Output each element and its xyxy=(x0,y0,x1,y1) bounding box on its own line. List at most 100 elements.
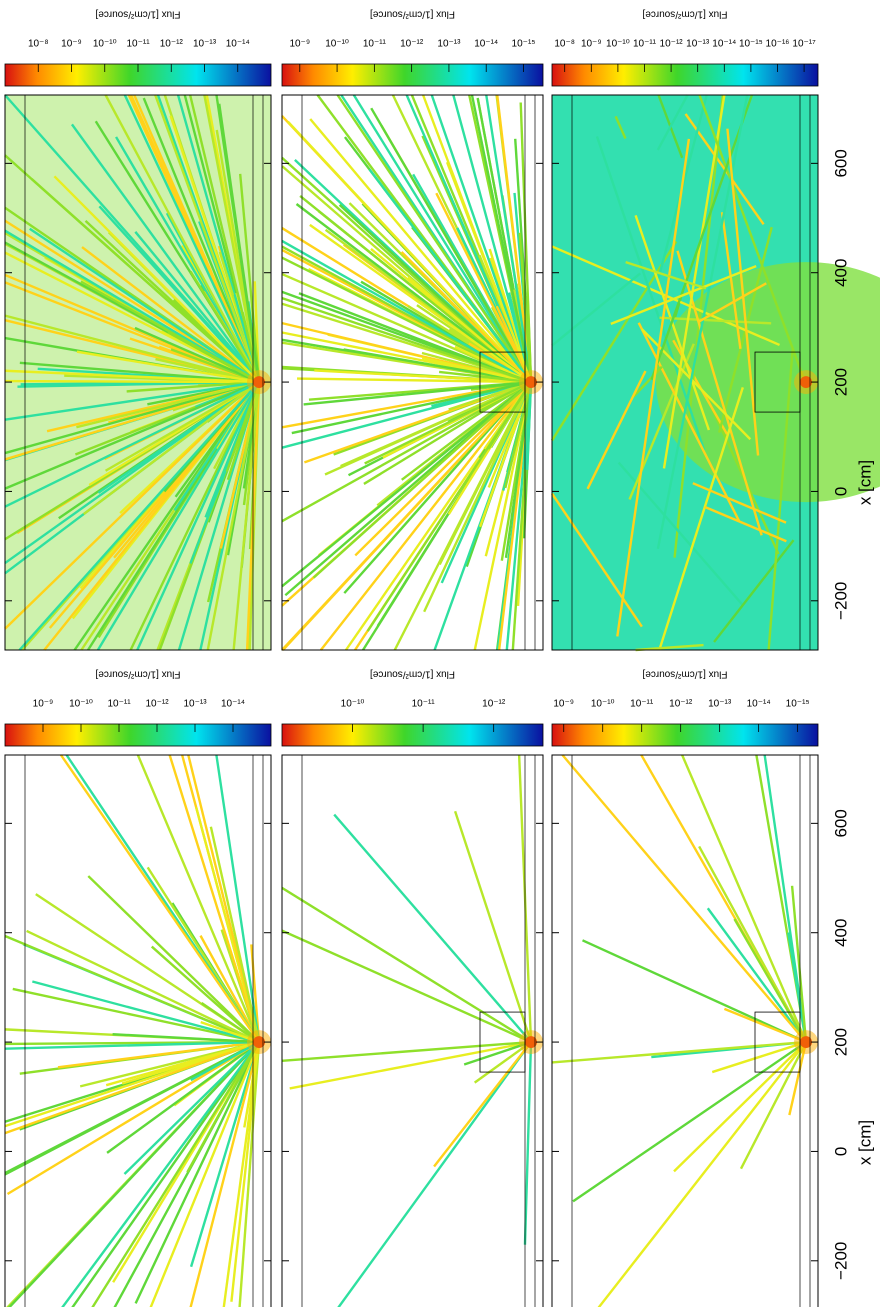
flux-track xyxy=(76,350,260,384)
flux-track xyxy=(4,934,260,1044)
colorbar-tick-label: 10⁻⁹ xyxy=(581,39,602,50)
flux-track xyxy=(57,1040,260,1069)
flux-track xyxy=(4,380,260,421)
flux-track xyxy=(123,94,261,383)
colorbar-tick-label: 10⁻¹³ xyxy=(193,39,217,50)
flux-track xyxy=(473,381,533,651)
flux-track xyxy=(215,94,261,383)
flux-track xyxy=(19,361,260,384)
flux-track xyxy=(421,356,532,384)
colorbar-tick-label: 10⁻¹³ xyxy=(708,699,732,710)
flux-track xyxy=(519,102,533,383)
flux-track xyxy=(430,94,533,383)
flux-track xyxy=(203,94,261,383)
flux-track xyxy=(343,348,532,384)
flux-track xyxy=(126,380,260,393)
flux-track xyxy=(26,929,260,1044)
x-tick-label: −200 xyxy=(831,1242,850,1280)
panel-frame xyxy=(4,754,272,1307)
colorbar-label: Flux [1/cm²/source] xyxy=(642,8,727,19)
colorbar-tick-label: 10⁻⁹ xyxy=(61,39,82,50)
flux-track xyxy=(6,1041,260,1196)
flux-track xyxy=(363,381,532,485)
flux-track xyxy=(59,754,260,1043)
panel-frame xyxy=(281,94,544,651)
colorbar-tick-label: 10⁻¹⁰ xyxy=(93,39,117,50)
colorbar-tick-label: 10⁻⁹ xyxy=(553,699,574,710)
flux-track xyxy=(150,945,260,1043)
heatmap xyxy=(4,94,271,651)
flux-track xyxy=(433,1041,532,1168)
flux-track xyxy=(632,365,663,398)
flux-track xyxy=(190,1041,260,1082)
flux-track xyxy=(713,539,795,643)
colorbar-tick-label: 10⁻¹⁵ xyxy=(786,699,810,710)
flux-track xyxy=(53,175,260,383)
flux-track xyxy=(281,381,532,523)
flux-track xyxy=(281,239,532,384)
flux-track xyxy=(454,345,532,384)
flux-track xyxy=(133,94,261,383)
flux-track xyxy=(496,94,533,383)
flux-track xyxy=(352,94,533,383)
flux-track xyxy=(616,138,691,637)
flux-track xyxy=(189,270,261,383)
x-axis-label: x [cm] xyxy=(855,1120,874,1165)
panel-frame xyxy=(281,754,544,1307)
flux-track xyxy=(364,380,532,465)
flux-track xyxy=(726,128,760,456)
colorbar xyxy=(281,63,544,87)
flux-track xyxy=(4,380,260,490)
x-tick-label: 200 xyxy=(831,1028,850,1056)
flux-track xyxy=(733,918,808,1043)
flux-track xyxy=(206,381,261,651)
colorbar xyxy=(551,63,819,87)
flux-track xyxy=(76,380,260,429)
x-tick-label: 600 xyxy=(831,149,850,177)
flux-track xyxy=(104,381,260,472)
flux-track xyxy=(82,381,260,516)
detector-box xyxy=(479,351,526,413)
flux-track xyxy=(333,813,532,1043)
x-tick-label: 400 xyxy=(831,259,850,287)
flux-track xyxy=(312,381,532,579)
colorbar-tick-label: 10⁻¹⁷ xyxy=(792,39,816,50)
flux-track xyxy=(189,1041,261,1307)
x-tick-label: 200 xyxy=(831,368,850,396)
flux-track xyxy=(438,370,532,384)
flux-track xyxy=(104,94,261,383)
detector-box xyxy=(479,1011,526,1073)
colorbar-tick-label: 10⁻¹³ xyxy=(183,699,207,710)
flux-track xyxy=(614,115,627,139)
flux-track xyxy=(698,282,767,323)
flux-track xyxy=(7,1041,260,1307)
flux-track xyxy=(87,875,260,1043)
flux-track xyxy=(673,1041,807,1173)
colorbar-tick-label: 10⁻⁹ xyxy=(289,39,310,50)
colorbar-tick-label: 10⁻¹² xyxy=(669,699,693,710)
flux-track xyxy=(704,505,787,543)
flux-track xyxy=(80,280,260,384)
flux-track xyxy=(96,381,261,651)
panel-frame xyxy=(4,94,272,651)
x-tick-label: −200 xyxy=(831,582,850,620)
flux-track xyxy=(123,1041,260,1175)
flux-track xyxy=(136,381,261,651)
flux-track xyxy=(289,1040,532,1090)
flux-track xyxy=(97,381,260,494)
panel-frame xyxy=(551,754,819,1307)
flux-track xyxy=(18,381,260,651)
flux-track xyxy=(281,929,532,1044)
flux-track xyxy=(658,386,744,651)
flux-track xyxy=(551,492,643,628)
flux-track xyxy=(452,94,533,383)
flux-track xyxy=(281,296,532,384)
flux-track xyxy=(319,381,532,651)
flux-track xyxy=(336,94,532,383)
x-axis-label: x [cm] xyxy=(855,460,874,505)
flux-track xyxy=(551,272,642,347)
flux-track xyxy=(407,276,532,383)
flux-track xyxy=(561,754,807,1043)
flux-track xyxy=(445,161,533,383)
flux-track xyxy=(366,381,533,632)
